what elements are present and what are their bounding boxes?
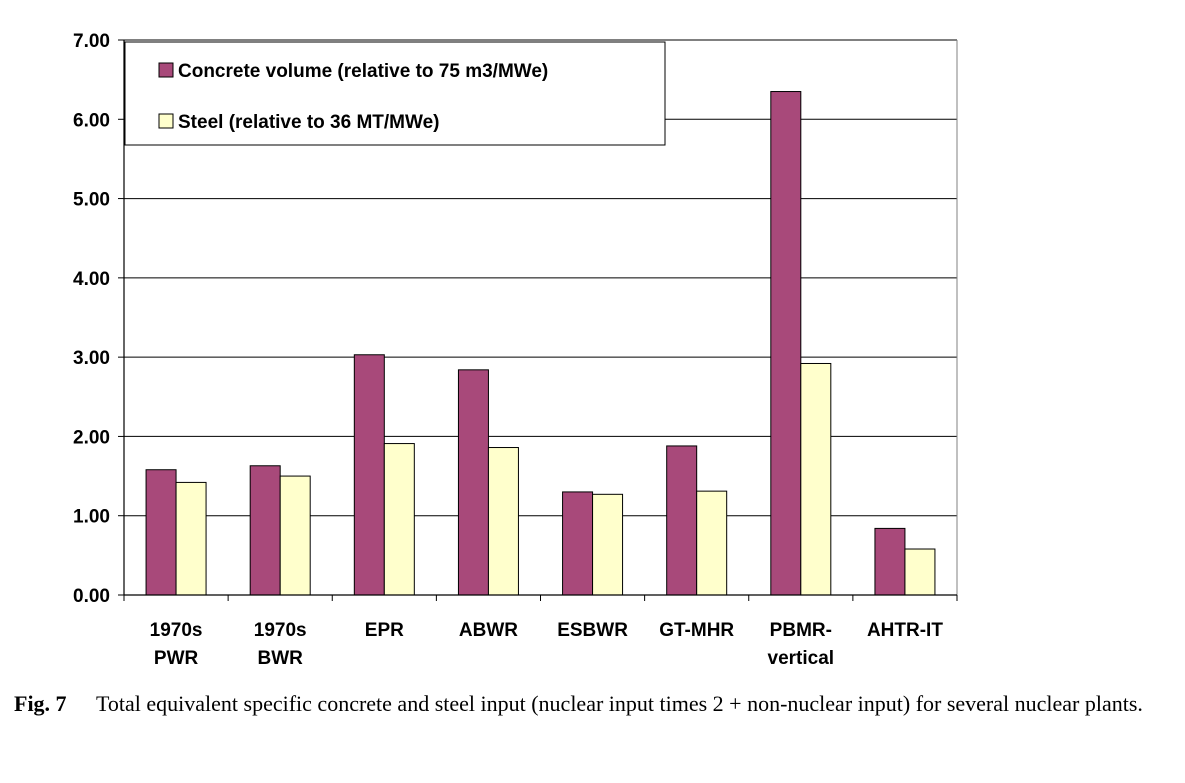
bar-steel [800, 362, 832, 596]
x-category-label: 1970s BWR [254, 620, 307, 669]
figure-caption: Fig. 7 Total equivalent specific concrete… [14, 690, 1179, 718]
x-axis-labels: 1970s PWR 1970s BWR EPR ABWR ESBWR GT-MHR PBMR-v… [150, 620, 944, 669]
legend-label: Steel (relative to 36 MT/MWe) [178, 112, 440, 133]
legend-label: Concrete volume (relative to 75 m3/MWe) [178, 61, 548, 82]
axes [123, 40, 958, 601]
figure-caption-text: Total equivalent specific concrete and s… [96, 691, 1143, 716]
x-category-label: AHTR-IT [867, 620, 943, 641]
figure-label: Fig. 7 [14, 691, 67, 716]
bar-steel [487, 447, 519, 596]
legend-swatch [158, 113, 174, 129]
x-category-label: EPR [365, 620, 404, 641]
bar-steel [175, 481, 207, 596]
bar-steel [383, 443, 415, 596]
y-axis-ticks: 0.00 1.00 2.00 3.00 4.00 5.00 6.00 7.00 [73, 31, 124, 607]
legend: Concrete volume (relative to 75 m3/MWe) S… [124, 41, 666, 146]
y-tick-label: 6.00 [73, 110, 110, 131]
y-tick-label: 2.00 [73, 427, 110, 448]
bar-concrete [457, 369, 489, 596]
x-category-label: ESBWR [557, 620, 628, 641]
bar-chart: 0.00 1.00 2.00 3.00 4.00 5.00 6.00 7.00 1970s PW… [73, 31, 958, 669]
bar-concrete [145, 469, 177, 596]
bar-concrete [353, 354, 385, 596]
y-tick-label: 4.00 [73, 269, 110, 290]
x-category-label: GT-MHR [659, 620, 734, 641]
y-tick-label: 3.00 [73, 348, 110, 369]
legend-swatch [158, 62, 174, 78]
x-category-label: 1970s PWR [150, 620, 203, 669]
bars [145, 91, 936, 596]
legend-box [124, 41, 666, 146]
x-category-label: ABWR [459, 620, 518, 641]
bar-steel [279, 475, 311, 596]
bar-concrete [874, 527, 906, 596]
bar-concrete [249, 465, 281, 596]
bar-steel [592, 493, 624, 596]
y-tick-label: 1.00 [73, 507, 110, 528]
bar-concrete [562, 491, 594, 596]
bar-steel [904, 548, 936, 596]
x-category-label: PBMR-vertical [768, 620, 835, 669]
y-tick-label: 0.00 [73, 586, 110, 607]
bar-steel [696, 490, 728, 596]
y-tick-label: 7.00 [73, 31, 110, 52]
bar-concrete [770, 91, 802, 596]
bar-concrete [666, 445, 698, 596]
y-tick-label: 5.00 [73, 190, 110, 211]
